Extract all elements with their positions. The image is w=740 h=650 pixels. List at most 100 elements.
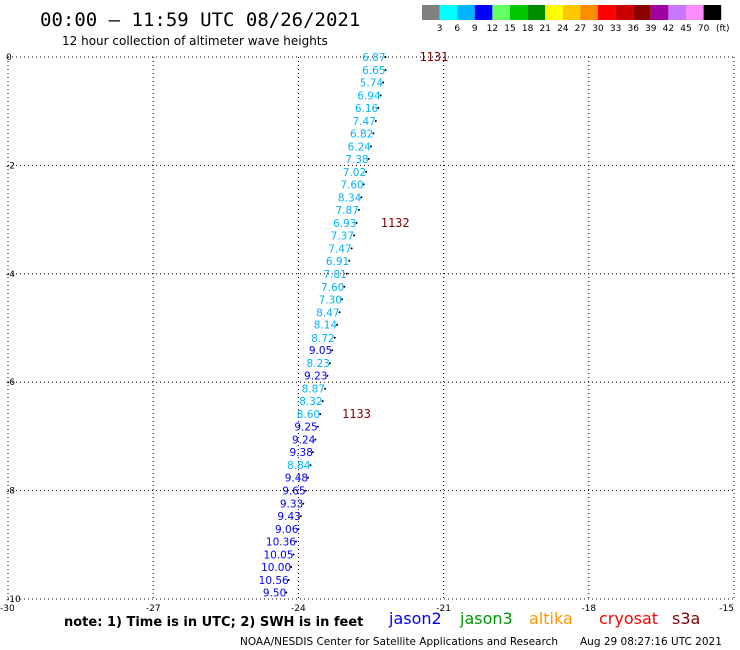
wave-height-label: 8.84 — [287, 460, 311, 472]
y-tick-label: -6 — [6, 378, 15, 388]
track-point — [309, 464, 312, 467]
wave-height-label: 10.05 — [263, 550, 293, 562]
track-point — [297, 528, 300, 531]
y-tick-label: -2 — [6, 161, 15, 171]
grid-lines — [7, 56, 735, 600]
wave-height-label: 6.93 — [333, 218, 356, 230]
wave-height-label: 7.02 — [343, 167, 366, 179]
wave-height-label: 9.33 — [280, 499, 303, 511]
wave-height-label: 8.87 — [302, 384, 325, 396]
colorbar-label: 6 — [454, 24, 460, 34]
wave-height-label: 6.82 — [350, 128, 373, 140]
wave-height-label: 9.65 — [282, 486, 305, 498]
colorbar-label: 18 — [522, 24, 534, 34]
track-point — [360, 196, 363, 199]
colorbar-swatch — [686, 5, 704, 20]
x-tick-label: -15 — [719, 604, 734, 614]
legend-jason3: jason3 — [459, 609, 513, 628]
track-point — [331, 349, 334, 352]
track-point — [365, 170, 368, 173]
x-tick-labels: -30 -27 -24 -21 -18 -15 — [0, 604, 734, 614]
chart-subtitle: 12 hour collection of altimeter wave hei… — [62, 34, 328, 48]
wave-height-label: 8.47 — [316, 307, 339, 319]
track-point — [292, 553, 295, 556]
colorbar-label: 15 — [504, 24, 515, 34]
wave-height-label: 9.43 — [277, 511, 300, 523]
wave-height-label: 7.47 — [328, 243, 351, 255]
colorbar-label: 45 — [680, 24, 691, 34]
wave-height-label: 6.24 — [348, 141, 372, 153]
track-point — [382, 81, 385, 84]
colorbar-label: 30 — [592, 24, 604, 34]
wave-height-label: 8.34 — [338, 192, 362, 204]
colorbar-swatch — [510, 5, 528, 20]
track-point — [348, 259, 351, 262]
track-point — [340, 298, 343, 301]
colorbar-label: 39 — [645, 24, 657, 34]
track-point — [336, 323, 339, 326]
chart-title: 00:00 — 11:59 UTC 08/26/2021 — [40, 9, 360, 31]
wave-height-label: 8.14 — [314, 320, 338, 332]
track-point — [328, 362, 331, 365]
pass-time-label: 1132 — [381, 216, 410, 230]
track-point — [379, 94, 382, 97]
colorbar-swatch — [492, 5, 510, 20]
track-point — [324, 387, 327, 390]
track-point — [316, 425, 319, 428]
satellite-legend: jason2 jason3 altika cryosat s3a — [388, 609, 700, 628]
colorbar-label: 12 — [487, 24, 498, 34]
color-legend: 3 6 9 12 15 18 21 24 27 30 33 36 39 42 45 70 (ft) — [422, 5, 730, 34]
track-point — [326, 374, 329, 377]
x-tick-label: -30 — [0, 604, 15, 614]
wave-height-label: 9.05 — [309, 345, 332, 357]
footer-note: note: 1) Time is in UTC; 2) SWH is in fe… — [64, 615, 363, 630]
wave-height-label: 10.00 — [261, 562, 291, 574]
colorbar-label: 42 — [663, 24, 674, 34]
wave-height-label: 6.87 — [362, 52, 385, 64]
wave-height-labels: 6.876.655.746.946.167.476.826.247.387.02… — [259, 52, 387, 599]
colorbar-swatch — [562, 5, 581, 20]
track-point — [355, 221, 358, 224]
colorbar-swatch — [668, 5, 686, 20]
footer-timestamp: Aug 29 08:27:16 UTC 2021 — [580, 636, 722, 648]
wave-height-label: 9.23 — [304, 371, 327, 383]
wave-height-label: 7.38 — [345, 154, 368, 166]
track-point — [302, 502, 305, 505]
track-point — [290, 566, 293, 569]
colorbar-swatch — [650, 5, 669, 20]
colorbar-label: 21 — [539, 24, 550, 34]
y-tick-label: -10 — [6, 595, 21, 605]
pass-annotations: 1131 1132 1133 — [342, 50, 448, 421]
legend-cryosat: cryosat — [599, 609, 658, 628]
colorbar-swatch — [422, 5, 440, 20]
wave-height-label: 9.06 — [275, 524, 299, 536]
pass-time-label: 1131 — [419, 50, 448, 64]
colorbar-swatch — [474, 5, 493, 20]
wave-height-label: 6.65 — [362, 65, 385, 77]
y-tick-label: -8 — [6, 487, 15, 497]
track-point — [384, 56, 387, 58]
colorbar-label: 24 — [557, 24, 569, 34]
colorbar-label: 3 — [437, 24, 443, 34]
track-point — [343, 285, 346, 288]
wave-height-label: 6.16 — [355, 103, 379, 115]
colorbar-swatch — [545, 5, 563, 20]
track-point — [299, 515, 302, 518]
colorbar-swatch — [439, 5, 458, 20]
wave-height-label: 9.50 — [263, 587, 286, 599]
wave-height-label: 6.94 — [357, 90, 381, 102]
wave-height-label: 8.23 — [306, 358, 329, 370]
y-tick-label: -4 — [6, 270, 15, 280]
legend-jason2: jason2 — [388, 609, 442, 628]
track-point — [287, 579, 290, 582]
track-point — [370, 145, 372, 148]
colorbar-swatch — [527, 5, 546, 20]
colorbar-swatch — [633, 5, 651, 20]
wave-height-label: 7.60 — [340, 179, 363, 191]
legend-s3a: s3a — [672, 609, 700, 628]
track-point — [353, 234, 356, 237]
x-tick-label: -21 — [436, 604, 451, 614]
colorbar-swatch — [457, 5, 475, 20]
y-tick-label: 0 — [6, 53, 12, 63]
